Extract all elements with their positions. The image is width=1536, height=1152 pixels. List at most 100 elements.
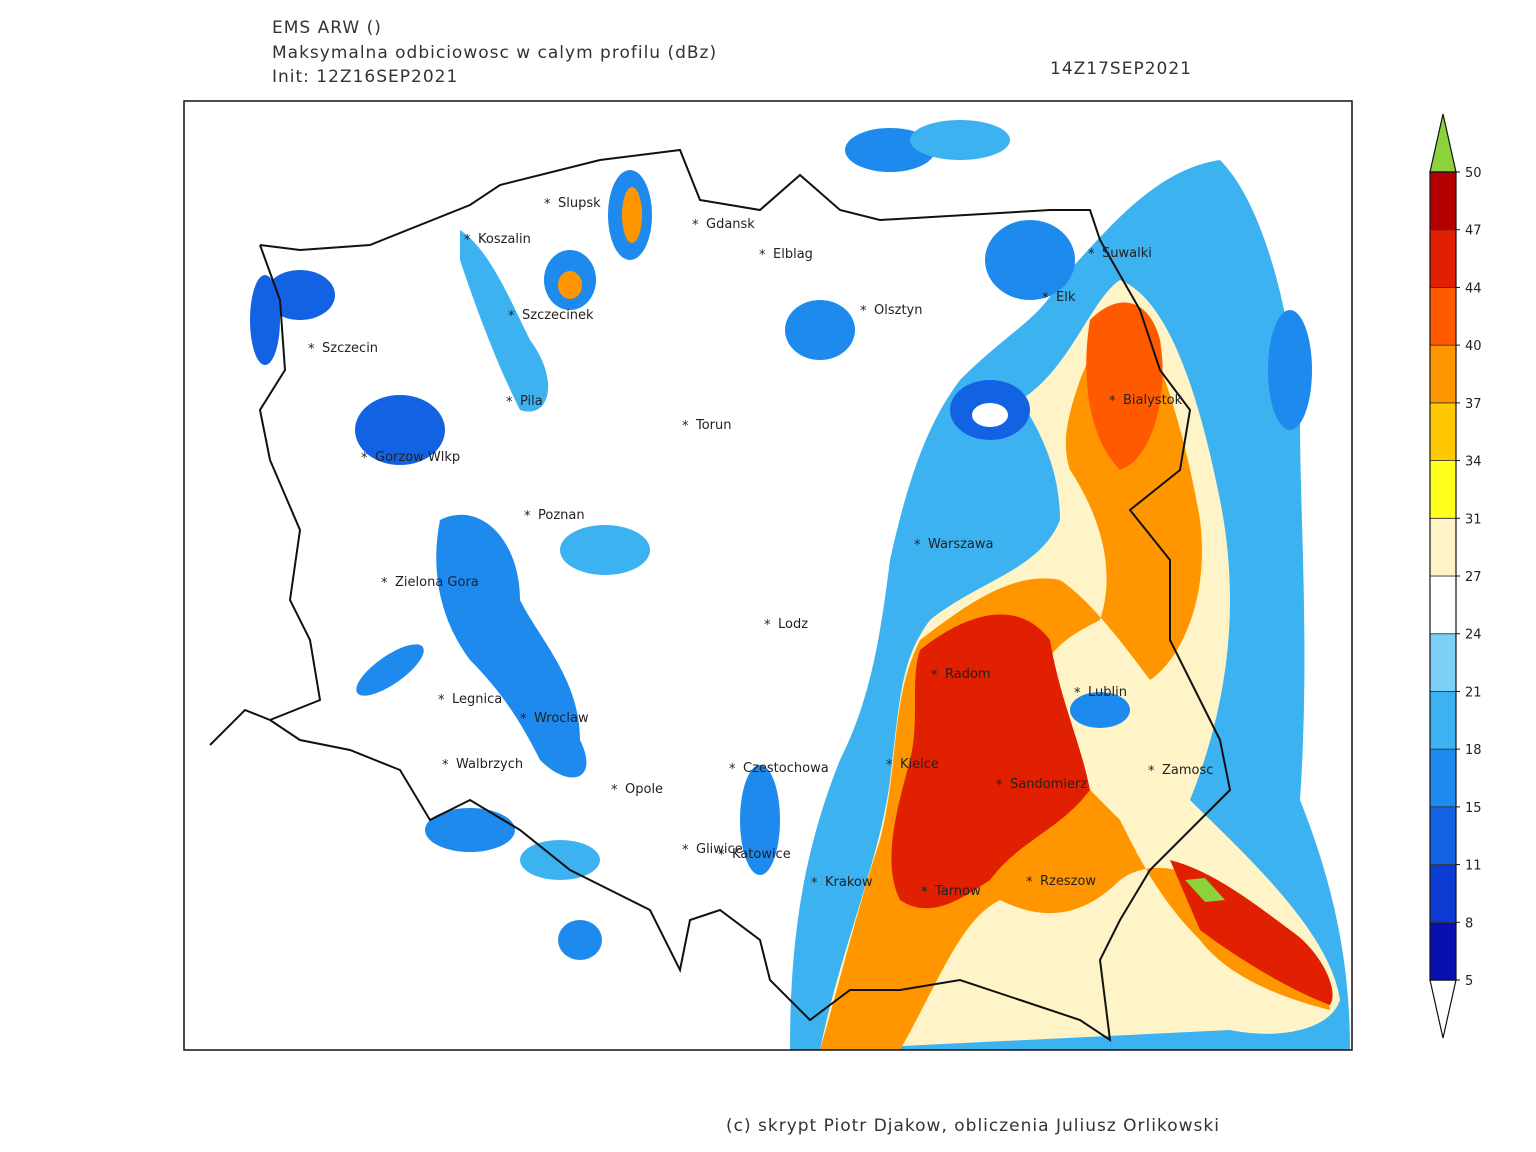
city-marker: *	[718, 848, 725, 863]
city-label: Szczecinek	[522, 308, 594, 323]
colorbar-tick-label: 5	[1465, 974, 1473, 989]
city-label: Gorzow Wlkp	[375, 450, 460, 465]
city-marker: *	[692, 218, 699, 233]
map-frame	[183, 100, 1353, 1051]
city-label: Tarnow	[934, 884, 981, 899]
city-marker: *	[544, 197, 551, 212]
city-label: Slupsk	[558, 196, 601, 211]
colorbar-tick-label: 44	[1465, 281, 1482, 296]
city-marker: *	[931, 668, 938, 683]
city-label: Opole	[625, 782, 663, 797]
colorbar-tick-label: 34	[1465, 455, 1482, 470]
color-band	[1429, 460, 1457, 519]
city-label: Szczecin	[322, 341, 378, 356]
colorbar-tick-label: 47	[1465, 224, 1482, 239]
city-label: Olsztyn	[874, 303, 922, 318]
city-marker: *	[921, 885, 928, 900]
colorbar-tick-label: 27	[1465, 570, 1482, 585]
color-band	[1429, 171, 1457, 231]
city-marker: *	[438, 693, 445, 708]
color-band	[1429, 921, 1457, 981]
cities: * Slupsk * Koszalin * Gdansk * Elblag * Suwalki * E…	[308, 196, 1213, 900]
city-label: Torun	[695, 418, 732, 433]
valid-time: 14Z17SEP2021	[1050, 59, 1192, 79]
city-label: Poznan	[538, 508, 585, 523]
city-marker: *	[886, 758, 893, 773]
city-marker: *	[506, 395, 513, 410]
city-marker: *	[464, 233, 471, 248]
city-marker: *	[1026, 875, 1033, 890]
colorbar-tick-label: 11	[1465, 859, 1482, 874]
city-marker: *	[611, 783, 618, 798]
color-band	[1429, 806, 1457, 865]
color-band	[1429, 287, 1457, 346]
city-label: Radom	[945, 667, 991, 682]
city-marker: *	[1109, 394, 1116, 409]
colorbar-tick-label: 31	[1465, 512, 1482, 527]
city-label: Elk	[1056, 290, 1076, 305]
city-label: Legnica	[452, 692, 502, 707]
color-band	[1429, 748, 1457, 808]
city-label: Wroclaw	[534, 711, 589, 726]
city-label: Suwalki	[1102, 246, 1152, 261]
city-marker: *	[860, 304, 867, 319]
city-marker: *	[1074, 686, 1081, 701]
color-band	[1429, 864, 1457, 923]
city-label: Zielona Gora	[395, 575, 479, 590]
city-marker: *	[524, 509, 531, 524]
colorbar-tick-label: 40	[1465, 339, 1482, 354]
city-marker: *	[729, 762, 736, 777]
city-marker: *	[1148, 764, 1155, 779]
color-band	[1429, 633, 1457, 692]
reflectivity-fields	[250, 120, 1350, 1051]
city-label: Gliwice	[696, 842, 743, 857]
color-band	[1429, 229, 1457, 288]
credit: (c) skrypt Piotr Djakow, obliczenia Juli…	[726, 1116, 1220, 1136]
city-marker: *	[996, 778, 1003, 793]
city-marker: *	[764, 618, 771, 633]
city-label: Koszalin	[478, 232, 531, 247]
under-triangle	[1429, 979, 1457, 1039]
reflectivity-map: * Slupsk * Koszalin * Gdansk * Elblag * Suwalki * E…	[183, 100, 1353, 1051]
city-label: Czestochowa	[743, 761, 829, 776]
city-marker: *	[361, 451, 368, 466]
city-label: Lodz	[778, 617, 808, 632]
color-band	[1429, 402, 1457, 461]
city-marker: *	[1088, 247, 1095, 262]
city-label: Katowice	[732, 847, 791, 862]
city-marker: *	[508, 309, 515, 324]
init-time: Init: 12Z16SEP2021	[272, 67, 458, 87]
city-label: Warszawa	[928, 537, 994, 552]
color-band	[1429, 517, 1457, 577]
city-label: Sandomierz	[1010, 777, 1087, 792]
city-label: Zamosc	[1162, 763, 1213, 778]
city-label: Pila	[520, 394, 543, 409]
city-marker: *	[308, 342, 315, 357]
city-label: Rzeszow	[1040, 874, 1096, 889]
city-label: Lublin	[1088, 685, 1127, 700]
city-label: Walbrzych	[456, 757, 523, 772]
colorbar-tick-label: 50	[1465, 166, 1482, 181]
colorbar-tick-label: 37	[1465, 397, 1482, 412]
field-title: Maksymalna odbiciowosc w calym profilu (…	[272, 43, 717, 63]
city-marker: *	[1042, 291, 1049, 306]
city-label: Elblag	[773, 247, 813, 262]
city-label: Bialystok	[1123, 393, 1183, 408]
colorbar-tick-label: 24	[1465, 628, 1482, 643]
color-band	[1429, 344, 1457, 404]
colorbar-tick-label: 21	[1465, 685, 1482, 700]
colorbar-tick-label: 8	[1465, 916, 1473, 931]
city-marker: *	[381, 576, 388, 591]
colorbar-tick-label: 18	[1465, 743, 1482, 758]
borders	[209, 148, 1232, 1043]
color-band	[1429, 575, 1457, 635]
over-triangle	[1429, 113, 1457, 173]
color-band	[1429, 691, 1457, 750]
city-marker: *	[759, 248, 766, 263]
city-marker: *	[914, 538, 921, 553]
city-label: Gdansk	[706, 217, 755, 232]
city-marker: *	[520, 712, 527, 727]
model-title: EMS ARW ()	[272, 18, 382, 38]
city-label: Krakow	[825, 875, 873, 890]
